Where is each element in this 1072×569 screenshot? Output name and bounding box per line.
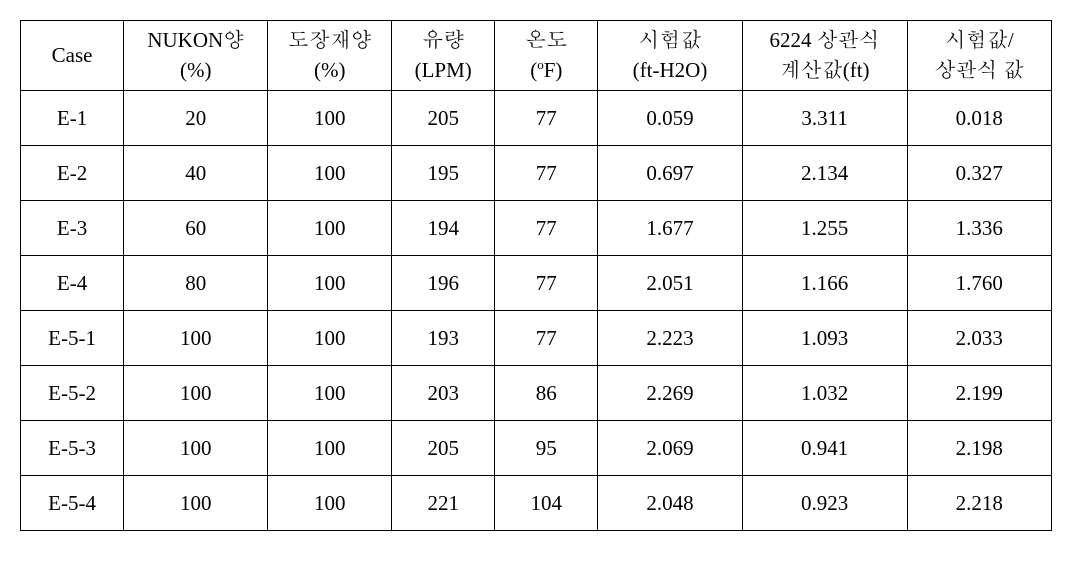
data-table: Case NUKON양 (%) 도장재양 (%) 유량 (LPM) 온도 (oF… [20,20,1052,531]
cell-ratio: 0.018 [907,91,1051,146]
cell-ratio: 1.760 [907,256,1051,311]
cell-case: E-5-1 [21,311,124,366]
cell-paint: 100 [268,201,392,256]
header-flow: 유량 (LPM) [392,21,495,91]
table-body: E-1 20 100 205 77 0.059 3.311 0.018 E-2 … [21,91,1052,531]
cell-paint: 100 [268,311,392,366]
cell-nukon: 100 [124,476,268,531]
cell-test: 0.697 [598,146,742,201]
cell-temp: 104 [495,476,598,531]
cell-temp: 77 [495,201,598,256]
cell-ratio: 2.033 [907,311,1051,366]
header-calc: 6224 상관식 계산값(ft) [742,21,907,91]
cell-flow: 193 [392,311,495,366]
cell-case: E-2 [21,146,124,201]
cell-calc: 1.166 [742,256,907,311]
table-row: E-4 80 100 196 77 2.051 1.166 1.760 [21,256,1052,311]
header-flow-line1: 유량 [392,26,494,55]
cell-case: E-4 [21,256,124,311]
cell-case: E-5-2 [21,366,124,421]
cell-flow: 205 [392,91,495,146]
cell-calc: 1.093 [742,311,907,366]
cell-ratio: 0.327 [907,146,1051,201]
header-ratio-line2: 상관식 값 [908,56,1051,85]
header-temp-line2: (oF) [495,56,597,85]
cell-nukon: 20 [124,91,268,146]
header-case: Case [21,21,124,91]
cell-case: E-1 [21,91,124,146]
cell-nukon: 40 [124,146,268,201]
cell-nukon: 80 [124,256,268,311]
table-row: E-5-2 100 100 203 86 2.269 1.032 2.199 [21,366,1052,421]
cell-test: 2.051 [598,256,742,311]
cell-calc: 3.311 [742,91,907,146]
header-nukon-line2: (%) [124,56,267,85]
cell-test: 1.677 [598,201,742,256]
table-row: E-1 20 100 205 77 0.059 3.311 0.018 [21,91,1052,146]
cell-paint: 100 [268,256,392,311]
header-paint: 도장재양 (%) [268,21,392,91]
cell-nukon: 100 [124,366,268,421]
header-temp: 온도 (oF) [495,21,598,91]
cell-paint: 100 [268,366,392,421]
header-paint-line2: (%) [268,56,391,85]
table-row: E-3 60 100 194 77 1.677 1.255 1.336 [21,201,1052,256]
header-ratio: 시험값/ 상관식 값 [907,21,1051,91]
header-nukon: NUKON양 (%) [124,21,268,91]
cell-test: 2.269 [598,366,742,421]
header-test-line2: (ft-H2O) [598,56,741,85]
header-paint-line1: 도장재양 [268,26,391,55]
header-temp-line1: 온도 [495,26,597,55]
cell-case: E-5-4 [21,476,124,531]
cell-calc: 0.923 [742,476,907,531]
header-test: 시험값 (ft-H2O) [598,21,742,91]
cell-flow: 196 [392,256,495,311]
cell-calc: 2.134 [742,146,907,201]
cell-test: 2.223 [598,311,742,366]
cell-temp: 86 [495,366,598,421]
table-row: E-5-4 100 100 221 104 2.048 0.923 2.218 [21,476,1052,531]
header-ratio-line1: 시험값/ [908,26,1051,55]
header-row: Case NUKON양 (%) 도장재양 (%) 유량 (LPM) 온도 (oF… [21,21,1052,91]
cell-ratio: 2.218 [907,476,1051,531]
cell-calc: 1.255 [742,201,907,256]
cell-paint: 100 [268,421,392,476]
cell-test: 0.059 [598,91,742,146]
header-flow-line2: (LPM) [392,56,494,85]
cell-ratio: 2.199 [907,366,1051,421]
cell-nukon: 60 [124,201,268,256]
cell-ratio: 2.198 [907,421,1051,476]
header-nukon-line1: NUKON양 [124,26,267,55]
cell-flow: 203 [392,366,495,421]
cell-temp: 77 [495,256,598,311]
cell-test: 2.048 [598,476,742,531]
cell-flow: 195 [392,146,495,201]
cell-nukon: 100 [124,421,268,476]
cell-temp: 77 [495,91,598,146]
header-calc-line1: 6224 상관식 [743,26,907,55]
table-row: E-5-1 100 100 193 77 2.223 1.093 2.033 [21,311,1052,366]
header-case-line1: Case [21,41,123,70]
cell-paint: 100 [268,146,392,201]
cell-temp: 95 [495,421,598,476]
cell-nukon: 100 [124,311,268,366]
header-test-line1: 시험값 [598,26,741,55]
cell-case: E-3 [21,201,124,256]
cell-ratio: 1.336 [907,201,1051,256]
table-header: Case NUKON양 (%) 도장재양 (%) 유량 (LPM) 온도 (oF… [21,21,1052,91]
cell-paint: 100 [268,476,392,531]
table-row: E-2 40 100 195 77 0.697 2.134 0.327 [21,146,1052,201]
header-calc-line2: 계산값(ft) [743,56,907,85]
cell-flow: 205 [392,421,495,476]
cell-test: 2.069 [598,421,742,476]
cell-temp: 77 [495,311,598,366]
cell-paint: 100 [268,91,392,146]
table-row: E-5-3 100 100 205 95 2.069 0.941 2.198 [21,421,1052,476]
cell-case: E-5-3 [21,421,124,476]
cell-flow: 194 [392,201,495,256]
cell-flow: 221 [392,476,495,531]
cell-temp: 77 [495,146,598,201]
cell-calc: 0.941 [742,421,907,476]
cell-calc: 1.032 [742,366,907,421]
